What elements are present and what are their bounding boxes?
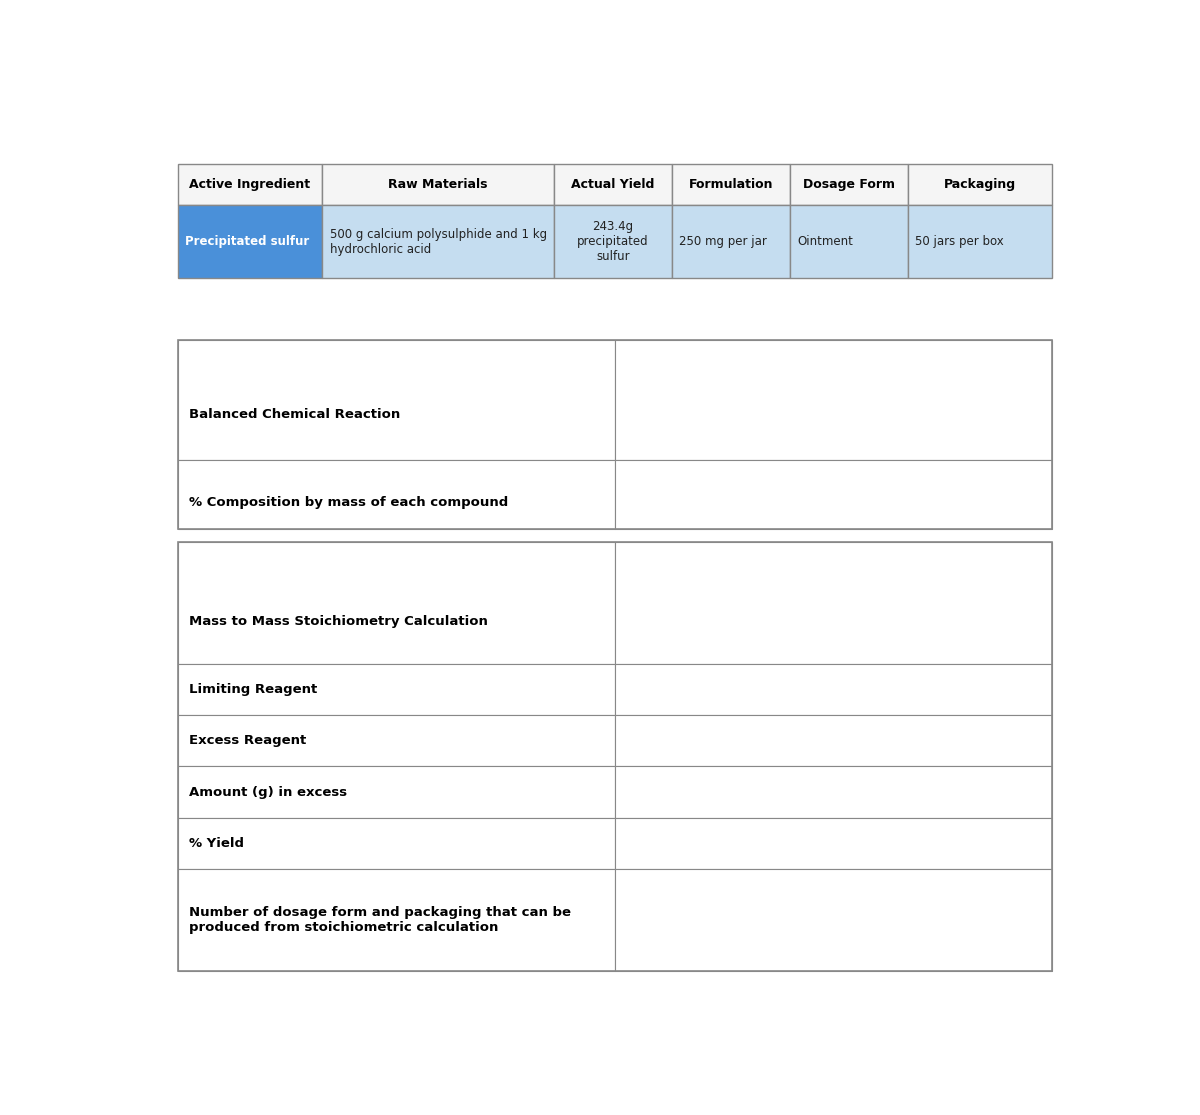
- Text: Packaging: Packaging: [944, 178, 1016, 191]
- Text: Raw Materials: Raw Materials: [389, 178, 487, 191]
- Bar: [178, 817, 616, 869]
- Bar: [790, 164, 908, 205]
- Text: % Yield: % Yield: [190, 836, 244, 850]
- Bar: [616, 460, 1052, 529]
- Text: Precipitated sulfur: Precipitated sulfur: [185, 235, 310, 248]
- Text: 500 g calcium polysulphide and 1 kg
hydrochloric acid: 500 g calcium polysulphide and 1 kg hydr…: [330, 227, 547, 255]
- Text: % Composition by mass of each compound: % Composition by mass of each compound: [190, 496, 509, 510]
- Bar: [908, 205, 1052, 278]
- Text: Dosage Form: Dosage Form: [803, 178, 895, 191]
- Bar: [616, 665, 1052, 716]
- Bar: [178, 869, 616, 971]
- Bar: [178, 542, 1052, 971]
- Text: Actual Yield: Actual Yield: [571, 178, 654, 191]
- Bar: [616, 340, 1052, 460]
- Text: Number of dosage form and packaging that can be
produced from stoichiometric cal: Number of dosage form and packaging that…: [190, 905, 571, 933]
- Bar: [616, 542, 1052, 665]
- Bar: [178, 665, 616, 716]
- Bar: [178, 340, 616, 460]
- Bar: [616, 817, 1052, 869]
- Bar: [616, 869, 1052, 971]
- Bar: [672, 205, 790, 278]
- Bar: [554, 164, 672, 205]
- Text: Formulation: Formulation: [689, 178, 773, 191]
- Bar: [616, 716, 1052, 766]
- Text: Limiting Reagent: Limiting Reagent: [190, 683, 317, 696]
- Bar: [672, 164, 790, 205]
- Bar: [178, 164, 322, 205]
- Text: Ointment: Ointment: [797, 235, 853, 248]
- Text: Mass to Mass Stoichiometry Calculation: Mass to Mass Stoichiometry Calculation: [190, 614, 488, 628]
- Text: 50 jars per box: 50 jars per box: [916, 235, 1004, 248]
- Bar: [178, 716, 616, 766]
- Bar: [178, 205, 322, 278]
- Bar: [616, 766, 1052, 817]
- Bar: [322, 205, 554, 278]
- Text: 243.4g
precipitated
sulfur: 243.4g precipitated sulfur: [577, 220, 649, 263]
- Text: Balanced Chemical Reaction: Balanced Chemical Reaction: [190, 408, 401, 420]
- Bar: [178, 766, 616, 817]
- Bar: [322, 164, 554, 205]
- Bar: [554, 205, 672, 278]
- Bar: [178, 340, 1052, 529]
- Text: Excess Reagent: Excess Reagent: [190, 735, 306, 747]
- Text: Active Ingredient: Active Ingredient: [190, 178, 311, 191]
- Bar: [178, 542, 616, 665]
- Bar: [908, 164, 1052, 205]
- Text: Amount (g) in excess: Amount (g) in excess: [190, 786, 347, 798]
- Bar: [790, 205, 908, 278]
- Text: 250 mg per jar: 250 mg per jar: [679, 235, 767, 248]
- Bar: [178, 460, 616, 529]
